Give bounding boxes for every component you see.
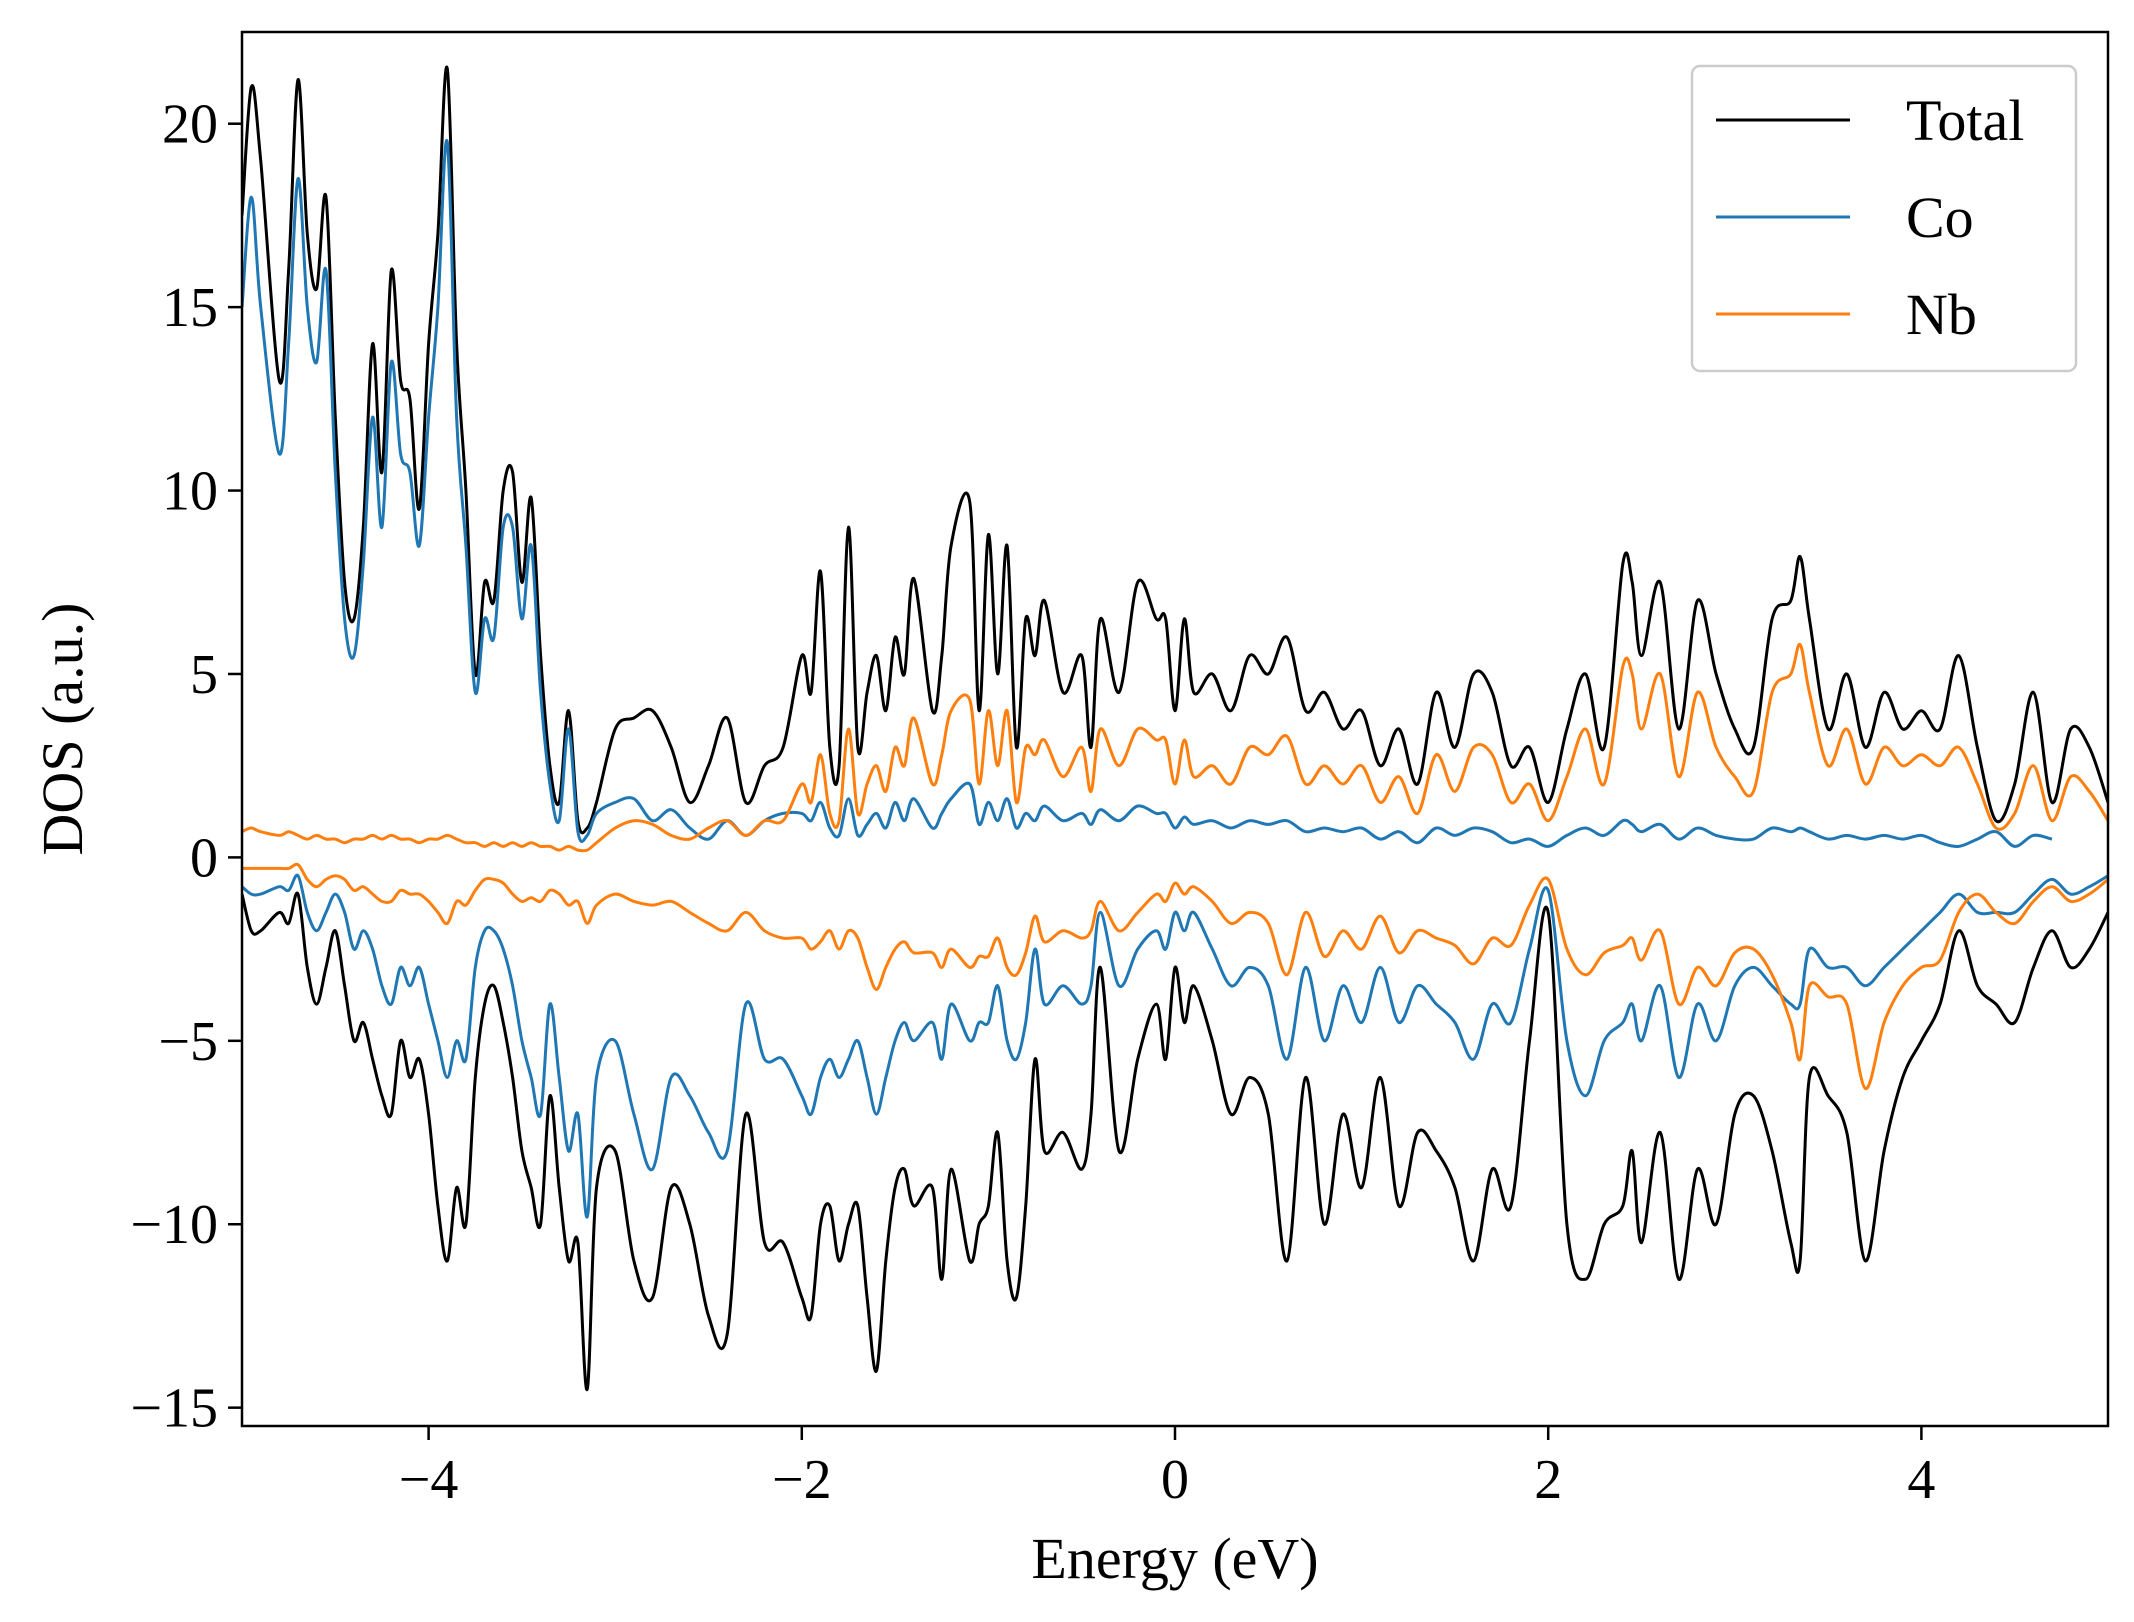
y-tick-label: −5 [158,1011,218,1073]
series-co-spin-down-line [242,873,2108,1219]
x-tick-label: 0 [1161,1449,1189,1511]
legend-box [1690,64,2078,373]
legend-label-nb: Nb [1906,282,1977,347]
series-nb-spin-up-line [242,643,2108,853]
y-tick-label: 5 [190,644,218,706]
y-axis-title: DOS (a.u.) [30,603,95,856]
x-ticks: −4 −2 0 2 4 [399,1426,1935,1511]
legend: Total Co Nb [1690,64,2078,373]
y-tick-label: 20 [162,94,218,156]
y-tick-label: 0 [190,827,218,889]
plot-lines [242,65,2108,1391]
series-total-spin-down-line [242,891,2108,1391]
y-tick-label: 15 [162,277,218,339]
y-ticks: −15 −10 −5 0 5 10 15 20 [130,94,242,1440]
y-tick-label: 10 [162,461,218,523]
legend-items: Total Co Nb [1716,88,2024,347]
series-total-spin-up-line [242,65,2108,835]
y-tick-label: −10 [130,1194,218,1256]
x-axis-title: Energy (eV) [1031,1526,1318,1591]
legend-label-co: Co [1906,185,1974,250]
legend-label-total: Total [1906,88,2024,153]
x-tick-label: 4 [1907,1449,1935,1511]
x-tick-label: −2 [772,1449,832,1511]
y-tick-label: −15 [130,1378,218,1440]
x-tick-label: −4 [399,1449,459,1511]
series-nb-spin-down-line [242,862,2108,1091]
x-tick-label: 2 [1534,1449,1562,1511]
series-co-spin-up-line [242,138,2053,848]
